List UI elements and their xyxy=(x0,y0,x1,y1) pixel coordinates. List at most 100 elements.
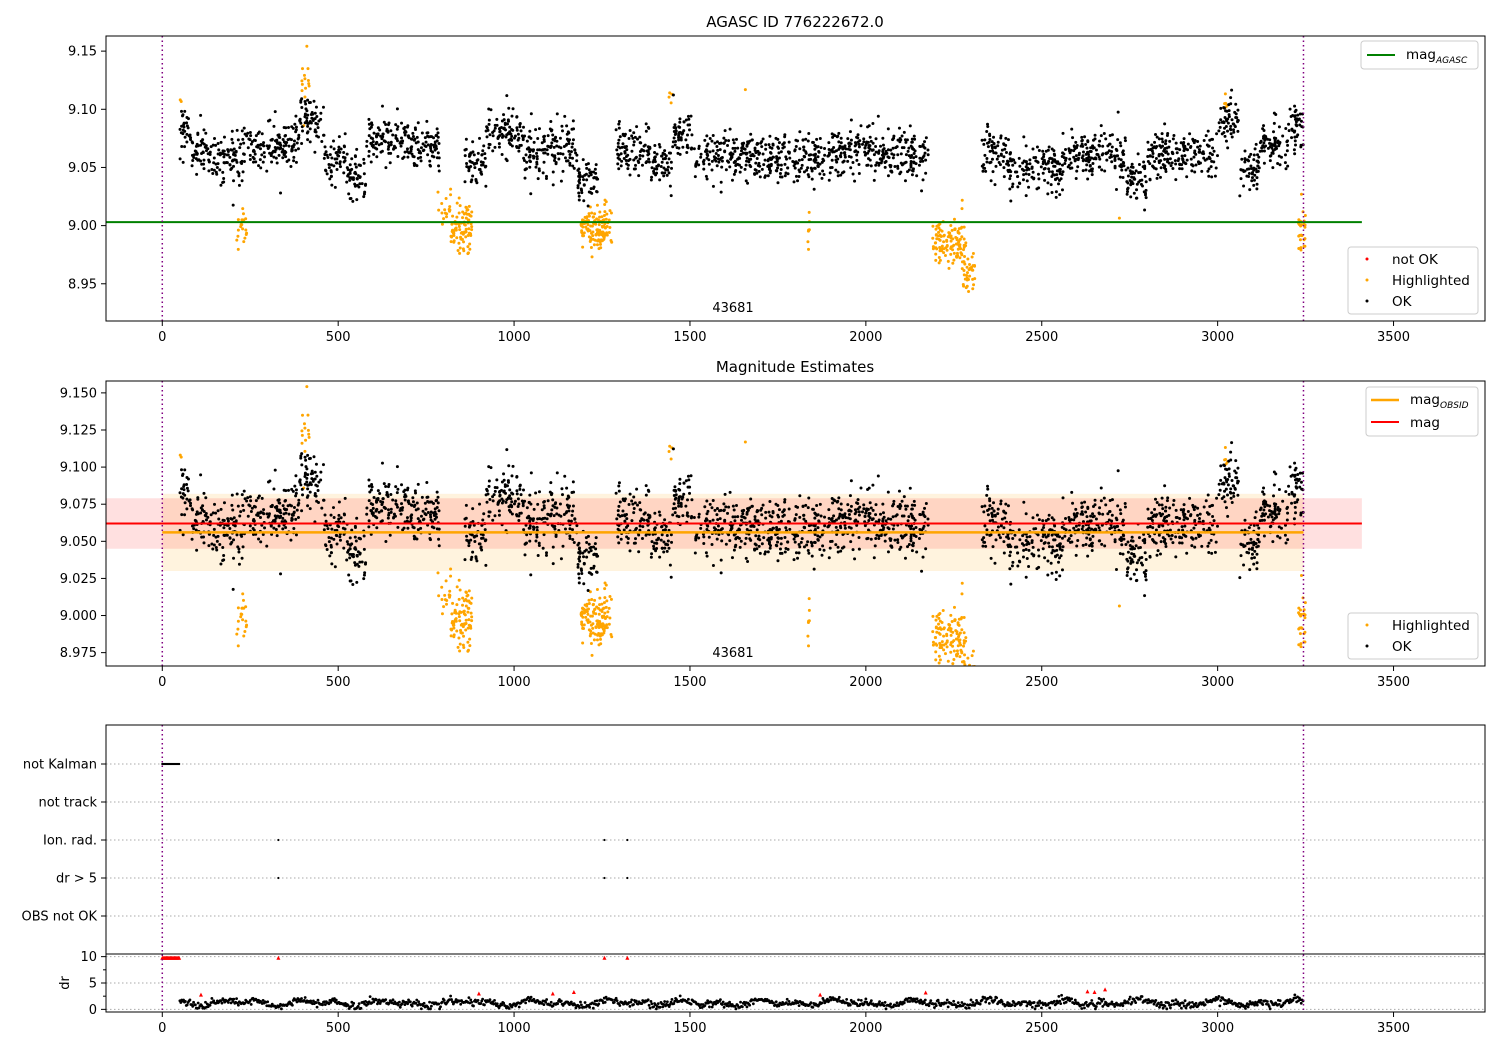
ok-point xyxy=(1227,103,1230,106)
highlighted-point xyxy=(963,639,966,642)
ok-point xyxy=(330,544,333,547)
ok-point xyxy=(1208,167,1211,170)
ok-point xyxy=(669,564,672,567)
highlighted-point xyxy=(240,613,243,616)
ok-point xyxy=(1171,151,1174,154)
ok-point xyxy=(1249,164,1252,167)
ok-point xyxy=(795,513,798,516)
ok-point xyxy=(784,174,787,177)
highlighted-point xyxy=(307,82,310,85)
highlighted-point xyxy=(596,204,599,207)
highlighted-point xyxy=(235,633,238,636)
ok-point xyxy=(846,160,849,163)
ok-point xyxy=(249,154,252,157)
ok-point xyxy=(651,540,654,543)
ok-point xyxy=(1116,138,1119,141)
ok-point xyxy=(585,178,588,181)
ok-point xyxy=(401,528,404,531)
ok-point xyxy=(1122,176,1125,179)
ok-point xyxy=(535,535,538,538)
ok-point xyxy=(1210,175,1213,178)
ok-point xyxy=(802,149,805,152)
highlighted-point xyxy=(456,202,459,205)
ok-point xyxy=(863,146,866,149)
ok-point xyxy=(587,589,590,592)
highlighted-point xyxy=(466,641,469,644)
ok-point xyxy=(651,166,654,169)
ok-point xyxy=(1155,157,1158,160)
highlighted-point xyxy=(463,623,466,626)
ok-point xyxy=(394,499,397,502)
ok-point xyxy=(218,543,221,546)
highlighted-point xyxy=(468,205,471,208)
highlighted-point xyxy=(972,283,975,286)
ok-point xyxy=(1177,157,1180,160)
highlighted-point xyxy=(588,215,591,218)
ok-point xyxy=(791,160,794,163)
ok-point xyxy=(361,182,364,185)
ok-point xyxy=(1051,147,1054,150)
ok-point xyxy=(326,172,329,175)
ok-point xyxy=(334,186,337,189)
ok-point xyxy=(1243,160,1246,163)
ok-point xyxy=(550,145,553,148)
highlighted-point xyxy=(604,616,607,619)
ok-point xyxy=(226,534,229,537)
ok-point xyxy=(582,555,585,558)
ok-point xyxy=(694,537,697,540)
ok-point xyxy=(437,496,440,499)
ok-point xyxy=(1120,165,1123,168)
ok-point xyxy=(992,170,995,173)
ok-point xyxy=(274,469,277,472)
ok-point xyxy=(359,175,362,178)
ok-point xyxy=(723,141,726,144)
ok-point xyxy=(761,168,764,171)
ok-point xyxy=(629,129,632,132)
ok-point xyxy=(1222,121,1225,124)
ok-point xyxy=(615,492,618,495)
ok-point xyxy=(529,160,532,163)
ok-point xyxy=(767,143,770,146)
ok-point xyxy=(905,161,908,164)
ok-point xyxy=(711,168,714,171)
ok-point xyxy=(1032,156,1035,159)
ok-point xyxy=(279,191,282,194)
ok-point xyxy=(887,174,890,177)
ok-point xyxy=(1048,157,1051,160)
highlighted-point xyxy=(966,683,969,686)
ok-point xyxy=(1074,141,1077,144)
ok-point xyxy=(1022,169,1025,172)
ok-point xyxy=(546,517,549,520)
ok-point xyxy=(193,153,196,156)
ok-point xyxy=(399,142,402,145)
ok-point xyxy=(375,148,378,151)
ok-point xyxy=(373,496,376,499)
ok-point xyxy=(562,545,565,548)
highlighted-point xyxy=(942,235,945,238)
ok-point xyxy=(247,137,250,140)
highlighted-point xyxy=(468,644,471,647)
highlighted-point xyxy=(670,457,673,460)
ok-point xyxy=(517,150,520,153)
ok-point xyxy=(330,145,333,148)
ok-point xyxy=(508,139,511,142)
ok-point xyxy=(312,480,315,483)
ok-point xyxy=(1248,155,1251,158)
ok-point xyxy=(396,488,399,491)
ok-point xyxy=(1100,168,1103,171)
ok-point xyxy=(410,513,413,516)
ok-point xyxy=(708,536,711,539)
highlighted-point xyxy=(957,635,960,638)
ok-point xyxy=(716,149,719,152)
ok-point xyxy=(567,496,570,499)
ok-point xyxy=(571,146,574,149)
ok-point xyxy=(1127,175,1130,178)
highlighted-point xyxy=(600,603,603,606)
highlighted-point xyxy=(596,638,599,641)
ok-point xyxy=(1235,116,1238,119)
ok-point xyxy=(1054,161,1057,164)
ok-point xyxy=(1156,136,1159,139)
highlighted-point xyxy=(954,618,957,621)
highlighted-point xyxy=(966,691,969,694)
ok-point xyxy=(276,515,279,518)
